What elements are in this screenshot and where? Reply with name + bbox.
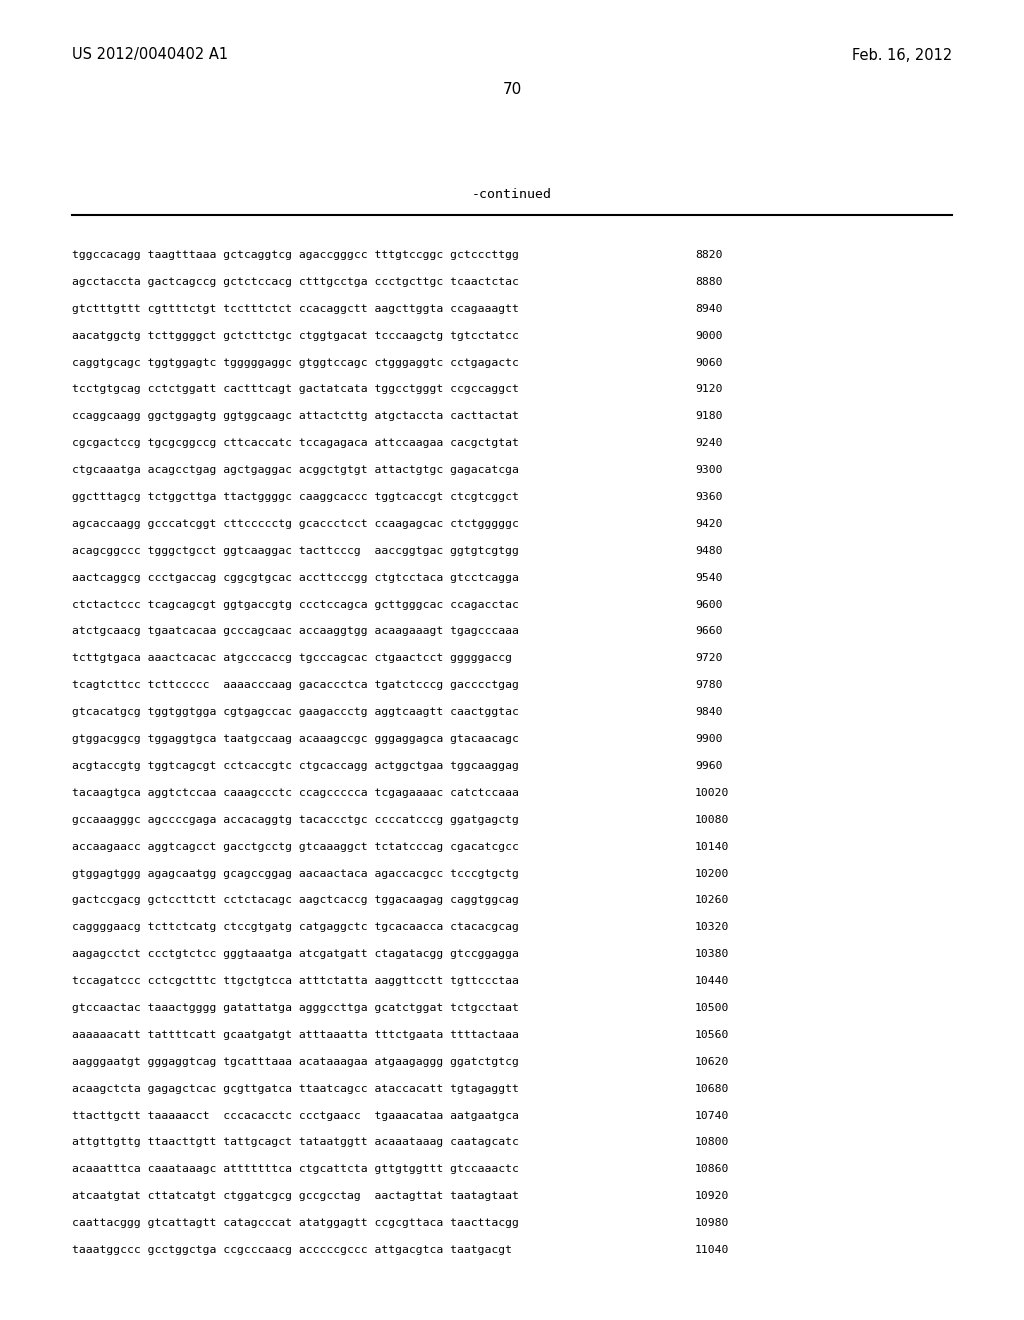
Text: 9840: 9840 [695,708,723,717]
Text: 8940: 8940 [695,304,723,314]
Text: 8820: 8820 [695,249,723,260]
Text: 10140: 10140 [695,842,729,851]
Text: acgtaccgtg tggtcagcgt cctcaccgtc ctgcaccagg actggctgaa tggcaaggag: acgtaccgtg tggtcagcgt cctcaccgtc ctgcacc… [72,760,519,771]
Text: atctgcaacg tgaatcacaa gcccagcaac accaaggtgg acaagaaagt tgagcccaaa: atctgcaacg tgaatcacaa gcccagcaac accaagg… [72,627,519,636]
Text: 10440: 10440 [695,975,729,986]
Text: 9180: 9180 [695,412,723,421]
Text: 9120: 9120 [695,384,723,395]
Text: agcaccaagg gcccatcggt cttccccctg gcaccctcct ccaagagcac ctctgggggc: agcaccaagg gcccatcggt cttccccctg gcaccct… [72,519,519,529]
Text: 9660: 9660 [695,627,723,636]
Text: 9720: 9720 [695,653,723,664]
Text: 11040: 11040 [695,1245,729,1255]
Text: aaaaaacatt tattttcatt gcaatgatgt atttaaatta tttctgaata ttttactaaa: aaaaaacatt tattttcatt gcaatgatgt atttaaa… [72,1030,519,1040]
Text: agcctaccta gactcagccg gctctccacg ctttgcctga ccctgcttgc tcaactctac: agcctaccta gactcagccg gctctccacg ctttgcc… [72,277,519,286]
Text: 10680: 10680 [695,1084,729,1094]
Text: 9240: 9240 [695,438,723,449]
Text: 10380: 10380 [695,949,729,960]
Text: aagagcctct ccctgtctcc gggtaaatga atcgatgatt ctagatacgg gtccggagga: aagagcctct ccctgtctcc gggtaaatga atcgatg… [72,949,519,960]
Text: 10320: 10320 [695,923,729,932]
Text: tcagtcttcc tcttccccc  aaaacccaag gacaccctca tgatctcccg gacccctgag: tcagtcttcc tcttccccc aaaacccaag gacaccct… [72,680,519,690]
Text: gccaaagggc agccccgaga accacaggtg tacaccctgc ccccatcccg ggatgagctg: gccaaagggc agccccgaga accacaggtg tacaccc… [72,814,519,825]
Text: 10560: 10560 [695,1030,729,1040]
Text: 8880: 8880 [695,277,723,286]
Text: 10980: 10980 [695,1218,729,1228]
Text: 10800: 10800 [695,1138,729,1147]
Text: 9420: 9420 [695,519,723,529]
Text: 10500: 10500 [695,1003,729,1012]
Text: gtctttgttt cgttttctgt tcctttctct ccacaggctt aagcttggta ccagaaagtt: gtctttgttt cgttttctgt tcctttctct ccacagg… [72,304,519,314]
Text: 10860: 10860 [695,1164,729,1175]
Text: 10020: 10020 [695,788,729,797]
Text: 9480: 9480 [695,545,723,556]
Text: acaaatttca caaataaagc atttttttca ctgcattcta gttgtggttt gtccaaactc: acaaatttca caaataaagc atttttttca ctgcatt… [72,1164,519,1175]
Text: ctctactccc tcagcagcgt ggtgaccgtg ccctccagca gcttgggcac ccagacctac: ctctactccc tcagcagcgt ggtgaccgtg ccctcca… [72,599,519,610]
Text: gtccaactac taaactgggg gatattatga agggccttga gcatctggat tctgcctaat: gtccaactac taaactgggg gatattatga agggcct… [72,1003,519,1012]
Text: ccaggcaagg ggctggagtg ggtggcaagc attactcttg atgctaccta cacttactat: ccaggcaagg ggctggagtg ggtggcaagc attactc… [72,412,519,421]
Text: gtggagtggg agagcaatgg gcagccggag aacaactaca agaccacgcc tcccgtgctg: gtggagtggg agagcaatgg gcagccggag aacaact… [72,869,519,879]
Text: 9300: 9300 [695,465,723,475]
Text: acaagctcta gagagctcac gcgttgatca ttaatcagcc ataccacatt tgtagaggtt: acaagctcta gagagctcac gcgttgatca ttaatca… [72,1084,519,1094]
Text: US 2012/0040402 A1: US 2012/0040402 A1 [72,48,228,62]
Text: 10620: 10620 [695,1057,729,1067]
Text: 9360: 9360 [695,492,723,502]
Text: 10740: 10740 [695,1110,729,1121]
Text: aacatggctg tcttggggct gctcttctgc ctggtgacat tcccaagctg tgtcctatcc: aacatggctg tcttggggct gctcttctgc ctggtga… [72,331,519,341]
Text: tcttgtgaca aaactcacac atgcccaccg tgcccagcac ctgaactcct gggggaccg: tcttgtgaca aaactcacac atgcccaccg tgcccag… [72,653,512,664]
Text: caattacggg gtcattagtt catagcccat atatggagtt ccgcgttaca taacttacgg: caattacggg gtcattagtt catagcccat atatgga… [72,1218,519,1228]
Text: 70: 70 [503,82,521,98]
Text: tcctgtgcag cctctggatt cactttcagt gactatcata tggcctgggt ccgccaggct: tcctgtgcag cctctggatt cactttcagt gactatc… [72,384,519,395]
Text: Feb. 16, 2012: Feb. 16, 2012 [852,48,952,62]
Text: gtcacatgcg tggtggtgga cgtgagccac gaagaccctg aggtcaagtt caactggtac: gtcacatgcg tggtggtgga cgtgagccac gaagacc… [72,708,519,717]
Text: 10260: 10260 [695,895,729,906]
Text: caggtgcagc tggtggagtc tgggggaggc gtggtccagc ctgggaggtc cctgagactc: caggtgcagc tggtggagtc tgggggaggc gtggtcc… [72,358,519,367]
Text: atcaatgtat cttatcatgt ctggatcgcg gccgcctag  aactagttat taatagtaat: atcaatgtat cttatcatgt ctggatcgcg gccgcct… [72,1191,519,1201]
Text: 9600: 9600 [695,599,723,610]
Text: acagcggccc tgggctgcct ggtcaaggac tacttcccg  aaccggtgac ggtgtcgtgg: acagcggccc tgggctgcct ggtcaaggac tacttcc… [72,545,519,556]
Text: caggggaacg tcttctcatg ctccgtgatg catgaggctc tgcacaacca ctacacgcag: caggggaacg tcttctcatg ctccgtgatg catgagg… [72,923,519,932]
Text: aagggaatgt gggaggtcag tgcatttaaa acataaagaa atgaagaggg ggatctgtcg: aagggaatgt gggaggtcag tgcatttaaa acataaa… [72,1057,519,1067]
Text: 10200: 10200 [695,869,729,879]
Text: ctgcaaatga acagcctgag agctgaggac acggctgtgt attactgtgc gagacatcga: ctgcaaatga acagcctgag agctgaggac acggctg… [72,465,519,475]
Text: cgcgactccg tgcgcggccg cttcaccatc tccagagaca attccaagaa cacgctgtat: cgcgactccg tgcgcggccg cttcaccatc tccagag… [72,438,519,449]
Text: taaatggccc gcctggctga ccgcccaacg acccccgccc attgacgtca taatgacgt: taaatggccc gcctggctga ccgcccaacg acccccg… [72,1245,512,1255]
Text: attgttgttg ttaacttgtt tattgcagct tataatggtt acaaataaag caatagcatc: attgttgttg ttaacttgtt tattgcagct tataatg… [72,1138,519,1147]
Text: ttacttgctt taaaaacct  cccacacctc ccctgaacc  tgaaacataa aatgaatgca: ttacttgctt taaaaacct cccacacctc ccctgaac… [72,1110,519,1121]
Text: 9900: 9900 [695,734,723,744]
Text: 9000: 9000 [695,331,723,341]
Text: -continued: -continued [472,189,552,202]
Text: 9060: 9060 [695,358,723,367]
Text: tccagatccc cctcgctttc ttgctgtcca atttctatta aaggttcctt tgttccctaa: tccagatccc cctcgctttc ttgctgtcca atttcta… [72,975,519,986]
Text: 9780: 9780 [695,680,723,690]
Text: ggctttagcg tctggcttga ttactggggc caaggcaccc tggtcaccgt ctcgtcggct: ggctttagcg tctggcttga ttactggggc caaggca… [72,492,519,502]
Text: gactccgacg gctccttctt cctctacagc aagctcaccg tggacaagag caggtggcag: gactccgacg gctccttctt cctctacagc aagctca… [72,895,519,906]
Text: gtggacggcg tggaggtgca taatgccaag acaaagccgc gggaggagca gtacaacagc: gtggacggcg tggaggtgca taatgccaag acaaagc… [72,734,519,744]
Text: tggccacagg taagtttaaa gctcaggtcg agaccgggcc tttgtccggc gctcccttgg: tggccacagg taagtttaaa gctcaggtcg agaccgg… [72,249,519,260]
Text: tacaagtgca aggtctccaa caaagccctc ccagccccca tcgagaaaac catctccaaa: tacaagtgca aggtctccaa caaagccctc ccagccc… [72,788,519,797]
Text: 9540: 9540 [695,573,723,582]
Text: 10080: 10080 [695,814,729,825]
Text: aactcaggcg ccctgaccag cggcgtgcac accttcccgg ctgtcctaca gtcctcagga: aactcaggcg ccctgaccag cggcgtgcac accttcc… [72,573,519,582]
Text: 10920: 10920 [695,1191,729,1201]
Text: 9960: 9960 [695,760,723,771]
Text: accaagaacc aggtcagcct gacctgcctg gtcaaaggct tctatcccag cgacatcgcc: accaagaacc aggtcagcct gacctgcctg gtcaaag… [72,842,519,851]
